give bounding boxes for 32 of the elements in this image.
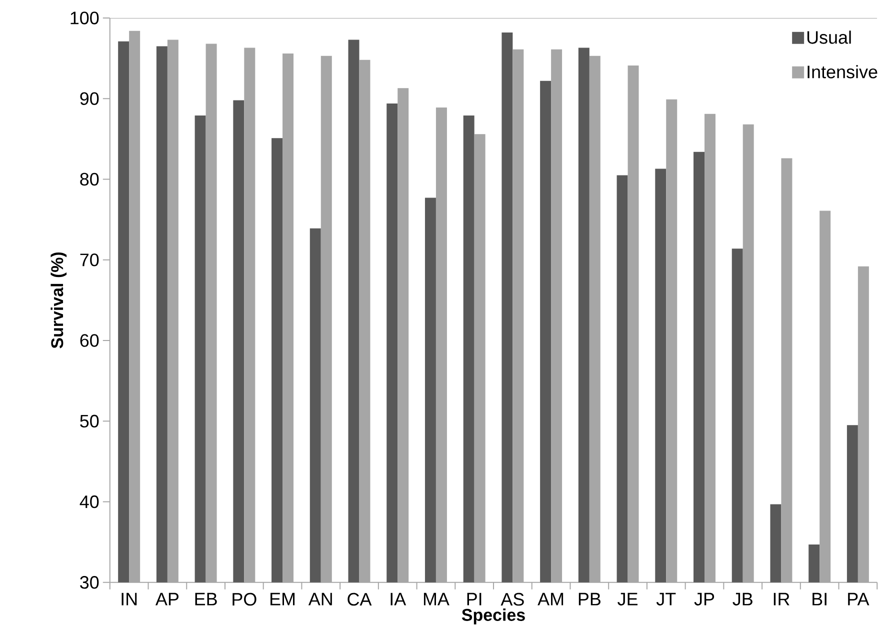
x-tick-label: BI	[812, 592, 826, 606]
x-tick-label: CA	[348, 592, 372, 606]
x-tick-label: JP	[694, 592, 714, 606]
x-tick-label: MA	[424, 592, 450, 606]
x-tick-label: JT	[656, 592, 676, 606]
x-axis-title: Species	[462, 608, 525, 624]
x-tick-label: JE	[618, 592, 638, 606]
x-tick-label: EM	[270, 592, 295, 606]
x-tick-label: AP	[155, 592, 178, 606]
y-tick-label: 30	[80, 576, 99, 589]
y-tick-label: 90	[80, 92, 99, 105]
legend-label: Intensive	[808, 64, 878, 78]
y-axis-title: Survival (%)	[50, 252, 67, 348]
y-tick-label: 100	[70, 11, 99, 24]
x-tick-label: IR	[774, 592, 790, 606]
y-tick-label: 40	[80, 495, 99, 508]
x-tick-label: AS	[500, 592, 524, 606]
x-tick-label: IA	[390, 592, 406, 606]
x-tick-label: JB	[732, 592, 752, 606]
y-tick-label: 70	[80, 253, 99, 266]
y-tick-label: 80	[80, 172, 99, 186]
x-tick-label: PO	[232, 592, 256, 606]
x-tick-label: AN	[308, 592, 332, 606]
legend-label: Usual	[807, 30, 851, 44]
x-tick-label: IN	[122, 592, 137, 606]
y-tick-label: 60	[80, 334, 99, 347]
y-tick-label: 50	[80, 414, 99, 428]
x-tick-label: PA	[848, 592, 870, 606]
x-tick-label: PB	[578, 592, 600, 606]
x-tick-label: EB	[195, 592, 217, 606]
x-tick-label: AM	[538, 592, 564, 606]
x-tick-label: PI	[467, 592, 482, 606]
